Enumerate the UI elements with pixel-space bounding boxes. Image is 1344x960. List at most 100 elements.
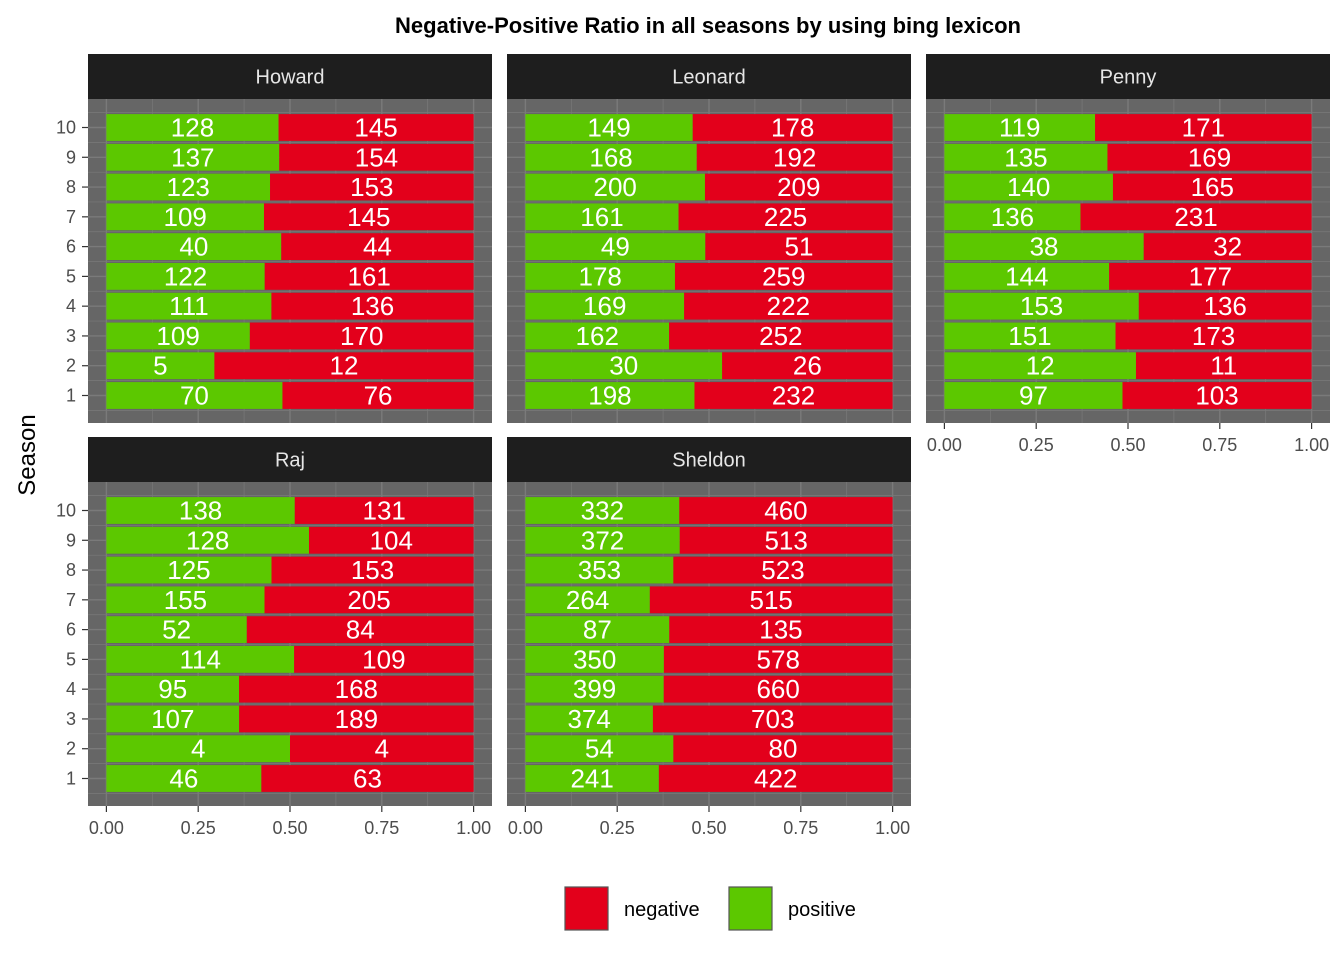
bar-negative [684, 292, 893, 320]
bar-negative [270, 173, 474, 201]
data-label-positive: 264 [566, 585, 609, 615]
data-label-negative: 252 [759, 321, 802, 351]
y-tick-label: 10 [56, 501, 76, 521]
data-label-negative: 84 [346, 615, 375, 645]
data-label-positive: 111 [169, 291, 209, 321]
bar-positive [525, 705, 653, 733]
bar-negative [239, 675, 474, 703]
bar-positive [525, 616, 670, 644]
data-label-positive: 107 [151, 704, 194, 734]
y-tick-label: 9 [66, 147, 76, 167]
facet-strip [88, 54, 492, 99]
bar-negative [294, 497, 474, 524]
y-tick-label: 4 [66, 296, 76, 316]
y-tick-label: 1 [66, 386, 76, 406]
data-label-negative: 515 [750, 585, 793, 615]
bar-negative [279, 143, 474, 171]
bar-positive [944, 143, 1108, 171]
y-tick-label: 7 [66, 207, 76, 227]
data-label-positive: 169 [583, 291, 626, 321]
legend: negative positive [564, 886, 856, 931]
data-label-negative: 136 [1204, 291, 1247, 321]
data-label-positive: 52 [162, 615, 191, 645]
bar-negative [249, 322, 474, 350]
bar-negative [663, 675, 893, 703]
bar-positive [525, 556, 674, 584]
bar-positive [106, 675, 240, 703]
bar-negative [1122, 382, 1312, 409]
data-label-positive: 30 [609, 351, 638, 381]
bar-negative [1112, 173, 1312, 201]
bar-negative [214, 352, 474, 380]
data-label-positive: 40 [179, 232, 208, 262]
data-label-positive: 4 [191, 734, 205, 764]
bar-positive [106, 352, 215, 380]
data-label-negative: 168 [335, 674, 378, 704]
x-tick-label: 1.00 [875, 818, 910, 838]
bar-positive [525, 735, 674, 763]
bar-negative [679, 526, 893, 554]
data-label-positive: 128 [171, 113, 214, 143]
data-label-negative: 11 [1210, 351, 1237, 381]
data-label-positive: 136 [991, 202, 1034, 232]
bar-positive [525, 143, 697, 171]
data-label-negative: 209 [777, 172, 820, 202]
bar-negative [696, 143, 893, 171]
y-tick-label: 4 [66, 679, 76, 699]
facet-label: Penny [1100, 67, 1157, 89]
y-tick-label: 8 [66, 560, 76, 580]
bar-positive [525, 526, 680, 554]
bar-negative [1115, 322, 1312, 350]
bar-negative [658, 765, 893, 792]
bar-negative [673, 735, 893, 763]
bar-positive [944, 114, 1096, 141]
bar-negative [264, 586, 474, 614]
bar-negative [1109, 262, 1312, 290]
facet-strip [88, 437, 492, 482]
bar-positive [944, 262, 1110, 290]
data-label-positive: 70 [180, 381, 209, 411]
data-label-positive: 353 [578, 555, 621, 585]
x-tick-label: 0.00 [508, 818, 543, 838]
data-label-positive: 350 [573, 644, 616, 674]
x-tick-label: 0.50 [691, 818, 726, 838]
bar-positive [106, 382, 283, 409]
data-label-positive: 162 [576, 321, 619, 351]
bar-positive [944, 382, 1123, 409]
data-label-negative: 189 [335, 704, 378, 734]
data-label-negative: 109 [362, 644, 405, 674]
bar-positive [525, 233, 706, 261]
bar-negative [282, 382, 474, 409]
bar-positive [525, 322, 670, 350]
data-label-negative: 169 [1188, 142, 1231, 172]
facet-label: Raj [275, 450, 305, 472]
y-tick-label: 6 [66, 620, 76, 640]
data-label-positive: 135 [1004, 142, 1047, 172]
bar-positive [525, 497, 680, 524]
bar-negative [308, 526, 474, 554]
y-tick-label: 2 [66, 356, 76, 376]
bar-positive [944, 203, 1081, 231]
x-tick-label: 0.75 [783, 818, 818, 838]
bar-negative [722, 352, 893, 380]
bar-negative [694, 382, 893, 409]
bar-positive [944, 233, 1144, 261]
data-label-negative: 76 [364, 381, 393, 411]
data-label-negative: 232 [772, 381, 815, 411]
data-label-negative: 80 [769, 734, 798, 764]
data-label-positive: 46 [169, 764, 198, 794]
bar-positive [106, 292, 272, 320]
panel-penny: Penny 97 103 12 11 151 173 153 136 144 177 38 32 136 2… [926, 54, 1330, 455]
data-label-negative: 131 [362, 496, 405, 526]
data-label-positive: 178 [578, 261, 621, 291]
facet-label: Sheldon [672, 450, 745, 472]
bar-positive [525, 352, 723, 380]
data-label-negative: 460 [764, 496, 807, 526]
x-tick-label: 1.00 [456, 818, 491, 838]
bar-negative [679, 497, 893, 524]
data-label-positive: 372 [581, 525, 624, 555]
x-tick-label: 0.50 [272, 818, 307, 838]
bar-positive [525, 765, 659, 792]
